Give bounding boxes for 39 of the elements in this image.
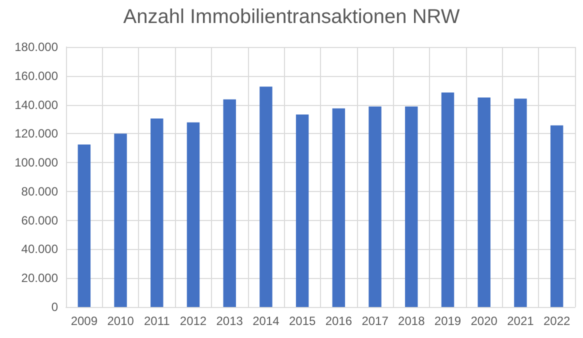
- bar: [405, 106, 418, 307]
- bar: [260, 86, 272, 307]
- bar: [550, 125, 564, 307]
- x-tick-label: 2013: [216, 314, 244, 328]
- y-tick-label: 20.000: [21, 271, 58, 286]
- x-tick-label: 2015: [288, 314, 316, 328]
- bar: [114, 134, 127, 307]
- chart-title: Anzahl Immobilientransaktionen NRW: [123, 6, 460, 28]
- bar: [186, 122, 200, 307]
- bar: [78, 144, 91, 307]
- y-tick-label: 120.000: [14, 126, 58, 141]
- y-tick-label: 160.000: [14, 68, 58, 83]
- x-tick-label: 2010: [107, 314, 134, 328]
- bar: [478, 98, 490, 307]
- x-tick-label: 2009: [70, 314, 98, 328]
- y-tick-label: 180.000: [14, 40, 58, 54]
- x-tick-label: 2017: [362, 314, 389, 328]
- bar: [441, 92, 454, 307]
- x-tick-label: 2019: [434, 314, 462, 328]
- x-tick-label: 2021: [507, 314, 534, 328]
- y-tick-label: 140.000: [14, 98, 58, 112]
- y-tick-label: 40.000: [21, 242, 58, 256]
- x-tick-label: 2012: [180, 314, 207, 328]
- bar: [332, 108, 346, 307]
- x-tick-label: 2018: [398, 314, 426, 328]
- bar: [368, 106, 382, 307]
- bar: [296, 114, 309, 307]
- x-tick-label: 2016: [325, 314, 352, 328]
- bar: [223, 99, 236, 307]
- x-tick-label: 2011: [144, 314, 170, 328]
- y-tick-label: 80.000: [21, 184, 58, 198]
- y-tick-label: 100.000: [14, 156, 58, 170]
- x-tick-label: 2022: [543, 314, 570, 328]
- x-tick-label: 2020: [470, 314, 498, 328]
- y-tick-label: 60.000: [21, 213, 58, 228]
- bar: [514, 98, 527, 307]
- y-tick-label: 0: [51, 300, 58, 314]
- bar: [150, 118, 164, 307]
- x-tick-label: 2014: [252, 314, 280, 328]
